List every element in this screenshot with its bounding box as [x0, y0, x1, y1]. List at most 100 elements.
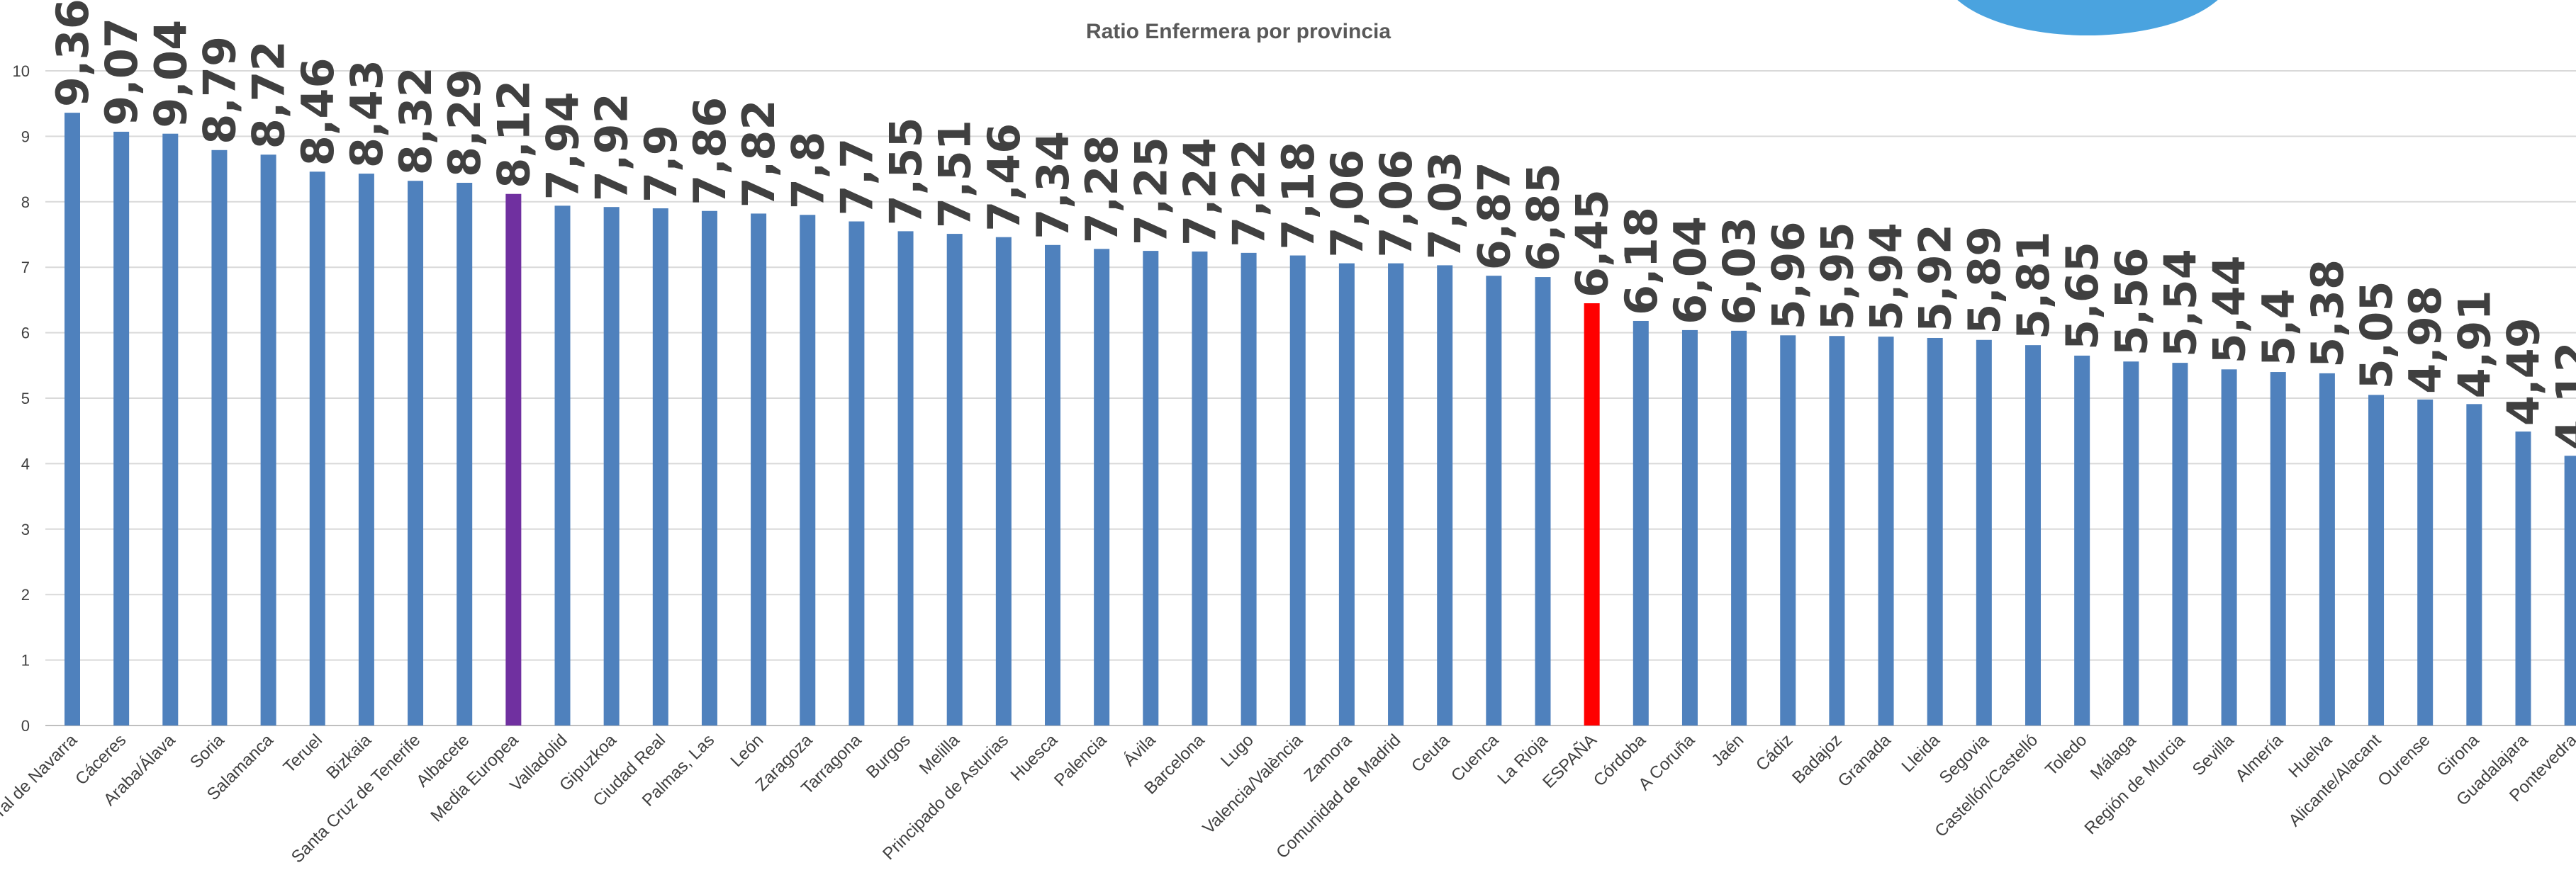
x-tick-label: Comunidad Foral de Navarra — [0, 730, 82, 892]
x-tick-label: León — [727, 730, 767, 771]
data-label: 6,85 — [1518, 163, 1569, 271]
bar — [603, 207, 620, 726]
data-label: 6,03 — [1713, 217, 1765, 325]
y-tick-label: 1 — [21, 652, 30, 670]
x-axis-ticks: Comunidad Foral de NavarraCáceresAraba/Á… — [0, 730, 2576, 892]
bar — [1681, 329, 1698, 726]
bar — [2564, 456, 2576, 726]
data-label: 6,87 — [1468, 162, 1520, 270]
data-label: 7,82 — [733, 99, 785, 208]
bar — [2368, 395, 2385, 726]
data-label: 5,56 — [2105, 247, 2157, 356]
bar — [2074, 355, 2090, 726]
y-tick-label: 6 — [21, 324, 30, 342]
data-label: 5,96 — [1762, 221, 1814, 329]
data-label: 5,94 — [1861, 222, 1913, 331]
data-label: 5,92 — [1910, 224, 1961, 332]
data-label: 4,49 — [2498, 317, 2550, 426]
bar — [358, 174, 374, 726]
bar — [1927, 337, 1943, 726]
x-tick-label: Alicante/Alacant — [2285, 730, 2385, 830]
bar — [1878, 337, 1894, 726]
bar — [800, 215, 816, 726]
bar — [505, 193, 522, 726]
x-tick-label: Cádiz — [1752, 730, 1796, 774]
x-tick-label: Teruel — [280, 730, 326, 777]
x-tick-label: Jaén — [1708, 730, 1747, 770]
data-label: 5,05 — [2351, 281, 2402, 389]
bar — [2319, 373, 2335, 726]
y-axis-ticks: 0 1 2 3 4 5 6 7 8 9 10 — [13, 62, 30, 735]
data-label: 7,8 — [782, 131, 834, 209]
data-label: 5,38 — [2302, 259, 2353, 368]
bar — [995, 237, 1012, 726]
x-tick-label: Burgos — [863, 730, 914, 782]
bar — [2123, 361, 2139, 726]
bar — [211, 149, 228, 726]
x-tick-label: Toledo — [2042, 730, 2090, 779]
bar — [309, 171, 325, 726]
data-label: 7,25 — [1125, 137, 1177, 245]
bar — [849, 221, 865, 726]
x-tick-label: Media Europea — [427, 730, 522, 826]
data-label: 7,06 — [1321, 149, 1373, 258]
bar — [1731, 330, 1747, 726]
bar — [1584, 303, 1600, 726]
data-label: 9,04 — [145, 20, 196, 128]
bar — [1143, 251, 1159, 726]
bar — [2025, 345, 2041, 726]
bar — [2172, 363, 2188, 726]
data-label: 7,7 — [831, 138, 883, 216]
data-label: 6,18 — [1615, 207, 1667, 315]
data-label: 5,65 — [2056, 242, 2108, 350]
bar — [65, 113, 80, 726]
data-label: 6,04 — [1664, 216, 1716, 324]
data-label: 5,81 — [2007, 231, 2059, 339]
x-tick-label: Sevilla — [2189, 730, 2239, 780]
bar — [946, 234, 963, 726]
chart-title: Ratio Enfermera por provincia — [1086, 20, 1391, 43]
bar — [1780, 335, 1796, 726]
data-label: 6,45 — [1567, 189, 1618, 298]
y-tick-label: 7 — [21, 259, 30, 276]
y-tick-label: 4 — [21, 455, 30, 473]
bar — [2417, 399, 2434, 726]
bar — [2515, 431, 2531, 726]
data-label: 7,9 — [635, 125, 687, 203]
x-tick-label: Lugo — [1217, 730, 1258, 771]
bar — [1192, 252, 1208, 726]
data-label: 5,89 — [1959, 226, 2010, 334]
data-label: 7,28 — [1076, 135, 1128, 243]
bar — [2466, 404, 2482, 726]
bar — [652, 208, 668, 726]
bar — [408, 181, 424, 726]
data-label: 7,51 — [929, 120, 981, 228]
data-label: 8,32 — [390, 67, 442, 175]
data-label: 5,44 — [2204, 255, 2256, 363]
y-tick-label: 10 — [13, 62, 30, 80]
data-label: 8,29 — [439, 69, 491, 177]
data-label: 8,43 — [341, 60, 393, 168]
bars — [65, 113, 2576, 726]
bar — [1633, 320, 1649, 726]
y-tick-label: 2 — [21, 586, 30, 604]
bar — [751, 213, 767, 726]
bar — [1829, 336, 1845, 726]
data-label: 9,36 — [47, 0, 99, 107]
bar — [1045, 244, 1060, 726]
x-tick-label: Ourense — [2374, 730, 2434, 790]
y-tick-label: 8 — [21, 193, 30, 211]
x-tick-label: Almería — [2231, 730, 2287, 786]
data-label: 4,91 — [2448, 290, 2500, 398]
data-label: 8,79 — [194, 36, 245, 145]
y-tick-label: 3 — [21, 521, 30, 538]
bar — [897, 231, 914, 726]
bar — [162, 133, 179, 726]
bar — [1388, 263, 1404, 726]
x-tick-label: ESPAÑA — [1539, 730, 1601, 792]
x-tick-label: Lleida — [1898, 730, 1944, 777]
data-label: 9,07 — [96, 18, 147, 126]
y-tick-label: 5 — [21, 390, 30, 407]
